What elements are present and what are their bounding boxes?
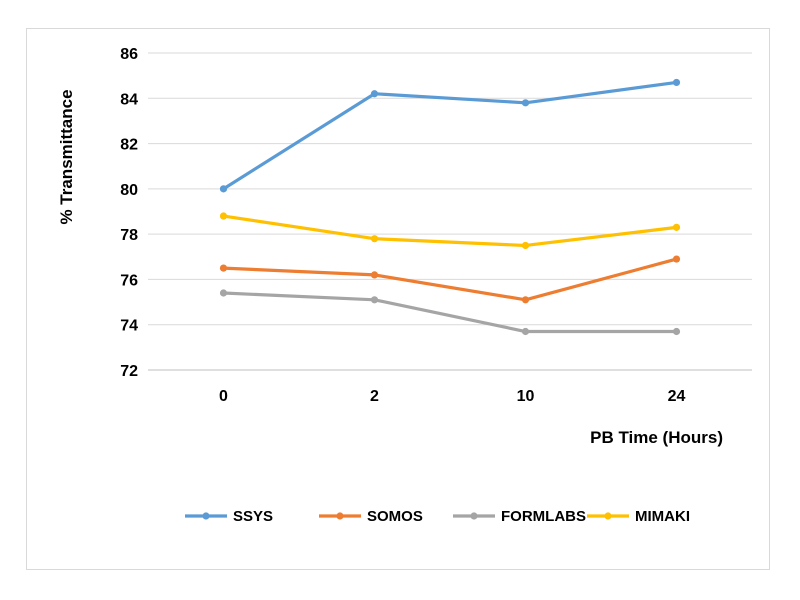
series-formlabs	[219, 289, 681, 336]
series-group	[219, 78, 681, 336]
data-point	[521, 296, 530, 304]
grid-lines	[148, 52, 752, 371]
series-ssys	[219, 78, 681, 193]
legend-item-ssys: SSYS	[185, 508, 273, 525]
legend-swatch-marker	[202, 512, 210, 520]
y-tick-label: 86	[120, 46, 138, 63]
legend: SSYS SOMOS FORMLABS MIMAKI	[185, 508, 690, 525]
x-axis-ticks: 0 2 10 24	[219, 388, 685, 405]
legend-item-mimaki: MIMAKI	[587, 508, 690, 525]
legend-item-somos: SOMOS	[319, 508, 423, 525]
legend-label: MIMAKI	[635, 508, 690, 525]
data-point	[370, 271, 379, 279]
data-point	[521, 241, 530, 250]
legend-label: SSYS	[233, 508, 273, 525]
y-tick-label: 82	[120, 137, 138, 154]
series-line	[223, 291, 677, 334]
data-point	[521, 327, 530, 336]
y-axis-ticks: 72 74 76 78 80 82 84 86	[120, 46, 138, 380]
data-point	[219, 289, 228, 297]
series-line	[223, 214, 677, 248]
data-point	[219, 185, 228, 193]
data-point	[672, 223, 681, 231]
series-somos	[219, 255, 681, 304]
y-tick-label: 76	[120, 272, 138, 289]
y-tick-label: 84	[120, 91, 138, 108]
data-point	[672, 327, 681, 336]
x-tick-label: 0	[219, 388, 228, 405]
y-tick-label: 78	[120, 227, 138, 244]
legend-swatch-marker	[336, 512, 344, 520]
legend-swatch-marker	[470, 512, 478, 520]
y-tick-label: 80	[120, 182, 138, 199]
data-point	[219, 212, 228, 220]
data-point	[219, 264, 228, 272]
x-axis-label: PB Time (Hours)	[590, 428, 723, 447]
y-tick-label: 72	[120, 363, 138, 380]
x-tick-label: 10	[517, 388, 535, 405]
data-point	[521, 99, 530, 107]
data-point	[370, 90, 379, 98]
series-line	[223, 257, 677, 302]
data-point	[370, 296, 379, 304]
data-point	[672, 78, 681, 87]
data-point	[672, 255, 681, 263]
y-axis-label: % Transmittance	[57, 89, 76, 224]
legend-label: SOMOS	[367, 508, 423, 525]
legend-item-formlabs: FORMLABS	[453, 508, 586, 525]
data-point	[370, 235, 379, 243]
x-tick-label: 24	[668, 388, 686, 405]
x-tick-label: 2	[370, 388, 379, 405]
series-line	[222, 80, 677, 191]
legend-swatch-marker	[604, 512, 612, 520]
legend-label: FORMLABS	[501, 508, 586, 525]
series-mimaki	[219, 212, 681, 250]
y-tick-label: 74	[120, 318, 138, 335]
chart-frame	[26, 28, 770, 570]
